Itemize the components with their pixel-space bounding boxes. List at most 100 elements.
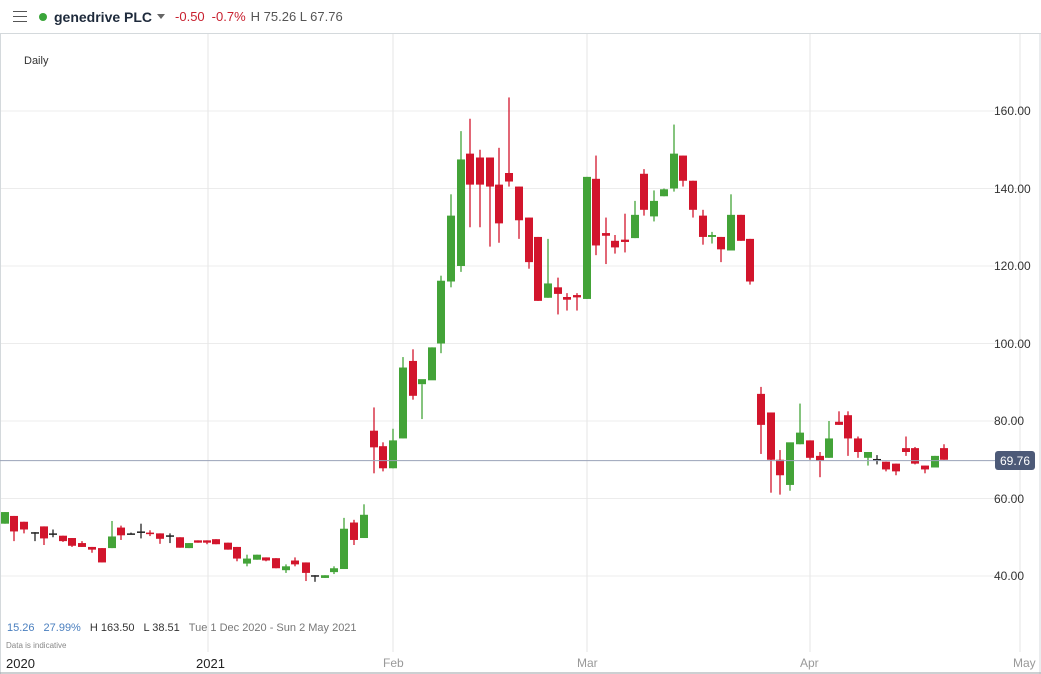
- candle[interactable]: [940, 444, 948, 460]
- candle[interactable]: [902, 436, 910, 456]
- candle[interactable]: [127, 532, 135, 535]
- candle[interactable]: [272, 558, 280, 569]
- candle[interactable]: [602, 217, 610, 265]
- candle[interactable]: [262, 557, 270, 562]
- candle[interactable]: [882, 461, 890, 472]
- candle[interactable]: [534, 236, 542, 301]
- candle[interactable]: [486, 157, 494, 247]
- candle[interactable]: [806, 440, 814, 460]
- candle[interactable]: [525, 217, 533, 269]
- candle[interactable]: [194, 540, 202, 543]
- candle[interactable]: [621, 213, 629, 253]
- candle[interactable]: [330, 566, 338, 575]
- candle[interactable]: [146, 530, 154, 537]
- candle[interactable]: [554, 277, 562, 315]
- hamburger-menu-icon[interactable]: [13, 11, 27, 22]
- candle[interactable]: [679, 155, 687, 187]
- candle[interactable]: [786, 442, 794, 491]
- candle[interactable]: [137, 523, 145, 539]
- candle[interactable]: [864, 452, 872, 466]
- candle[interactable]: [640, 169, 648, 216]
- candle[interactable]: [185, 543, 193, 549]
- candle[interactable]: [428, 347, 436, 381]
- candle[interactable]: [447, 194, 455, 288]
- candle[interactable]: [117, 525, 125, 540]
- candle[interactable]: [737, 214, 745, 241]
- candle[interactable]: [746, 238, 754, 285]
- candle[interactable]: [282, 564, 290, 573]
- candle[interactable]: [505, 97, 513, 187]
- candle[interactable]: [49, 529, 57, 538]
- candle[interactable]: [78, 541, 86, 547]
- candle[interactable]: [727, 194, 735, 251]
- candle[interactable]: [302, 562, 310, 582]
- candle[interactable]: [757, 386, 765, 454]
- candle[interactable]: [835, 411, 843, 425]
- candle[interactable]: [767, 412, 775, 493]
- candle[interactable]: [399, 357, 407, 439]
- candle[interactable]: [816, 452, 824, 478]
- candle[interactable]: [854, 436, 862, 458]
- candle[interactable]: [689, 180, 697, 218]
- candle[interactable]: [166, 533, 174, 544]
- candle[interactable]: [40, 526, 48, 545]
- candle[interactable]: [360, 504, 368, 539]
- candle[interactable]: [379, 442, 387, 472]
- candle[interactable]: [212, 539, 220, 545]
- candle[interactable]: [495, 147, 503, 243]
- candle[interactable]: [892, 463, 900, 476]
- candle[interactable]: [573, 293, 581, 311]
- candle[interactable]: [370, 407, 378, 474]
- candle[interactable]: [224, 542, 232, 550]
- candle[interactable]: [670, 124, 678, 192]
- candle[interactable]: [699, 209, 707, 245]
- candle[interactable]: [389, 428, 397, 469]
- candle[interactable]: [466, 118, 474, 228]
- candle[interactable]: [660, 188, 668, 197]
- candle[interactable]: [31, 532, 39, 542]
- candle[interactable]: [921, 465, 929, 474]
- candle[interactable]: [873, 455, 881, 465]
- candle[interactable]: [457, 131, 465, 272]
- candle[interactable]: [592, 155, 600, 256]
- candle[interactable]: [409, 349, 417, 400]
- candle[interactable]: [350, 519, 358, 545]
- candle[interactable]: [176, 537, 184, 548]
- candle[interactable]: [476, 149, 484, 228]
- chart-area[interactable]: [0, 33, 1041, 674]
- candle[interactable]: [243, 554, 251, 567]
- candle[interactable]: [931, 455, 939, 468]
- candle[interactable]: [98, 548, 106, 563]
- candle[interactable]: [88, 546, 96, 553]
- candle[interactable]: [796, 403, 804, 445]
- candle[interactable]: [544, 238, 552, 298]
- candle[interactable]: [583, 176, 591, 299]
- candle[interactable]: [563, 293, 571, 311]
- candle[interactable]: [1, 512, 9, 524]
- candle[interactable]: [203, 540, 211, 545]
- candle[interactable]: [68, 538, 76, 547]
- candle[interactable]: [233, 546, 241, 562]
- candle[interactable]: [108, 520, 116, 549]
- candle[interactable]: [437, 275, 445, 354]
- candle[interactable]: [515, 186, 523, 239]
- instrument-dropdown-caret-icon[interactable]: [157, 14, 166, 19]
- candle[interactable]: [156, 533, 164, 544]
- candle[interactable]: [10, 515, 18, 542]
- candle[interactable]: [321, 575, 329, 578]
- candle[interactable]: [631, 200, 639, 239]
- candle[interactable]: [20, 521, 28, 534]
- candle[interactable]: [911, 446, 919, 465]
- candle[interactable]: [825, 421, 833, 458]
- candle[interactable]: [776, 450, 784, 495]
- candle[interactable]: [717, 236, 725, 263]
- candle[interactable]: [311, 575, 319, 582]
- candle[interactable]: [611, 235, 619, 254]
- candle[interactable]: [418, 379, 426, 420]
- candle[interactable]: [59, 535, 67, 542]
- candle[interactable]: [708, 231, 716, 244]
- candle[interactable]: [844, 411, 852, 456]
- candle[interactable]: [291, 557, 299, 567]
- instrument-title[interactable]: genedrive PLC: [54, 8, 153, 25]
